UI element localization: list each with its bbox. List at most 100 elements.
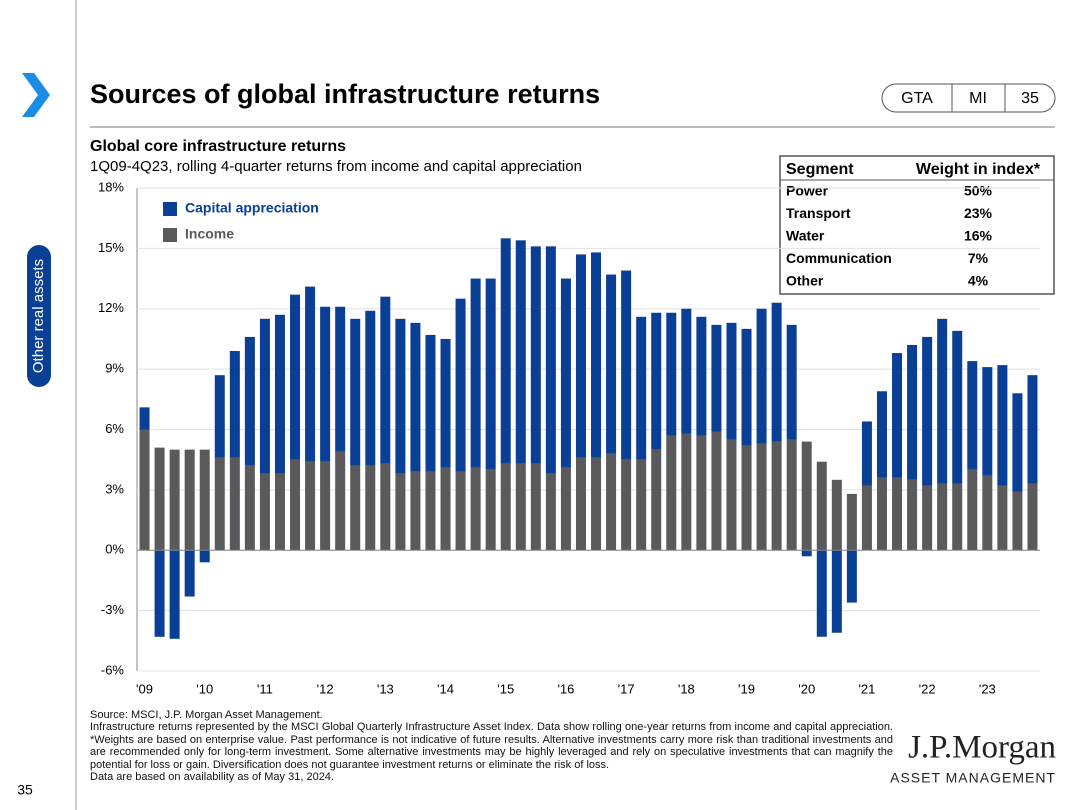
bar-segment bbox=[892, 353, 903, 478]
bar-segment bbox=[696, 316, 707, 436]
bar-segment bbox=[470, 467, 481, 551]
bar-segment bbox=[244, 336, 255, 466]
slide-title: Sources of global infrastructure returns bbox=[90, 79, 600, 109]
bar-segment bbox=[365, 310, 376, 466]
bar-segment bbox=[575, 254, 586, 458]
badge: GTA bbox=[901, 90, 933, 107]
table-cell: Other bbox=[786, 273, 824, 289]
bar-segment bbox=[606, 274, 617, 454]
logo-subtitle: ASSET MANAGEMENT bbox=[890, 770, 1056, 786]
bar-segment bbox=[350, 318, 361, 466]
bar-segment bbox=[139, 429, 150, 551]
table-cell: Communication bbox=[786, 250, 892, 266]
bar-segment bbox=[320, 461, 331, 551]
bar-segment bbox=[756, 308, 767, 444]
bar-segment bbox=[440, 467, 451, 551]
table-cell: 23% bbox=[964, 205, 993, 221]
bar-segment bbox=[801, 441, 812, 551]
table-cell: 7% bbox=[968, 250, 989, 266]
bar-segment bbox=[681, 433, 692, 551]
bar-segment bbox=[440, 338, 451, 468]
bar-segment bbox=[259, 473, 270, 551]
logo: J.P.Morgan bbox=[908, 730, 1056, 766]
bar-segment bbox=[907, 344, 918, 480]
side-tab-label: Other real assets bbox=[30, 259, 47, 373]
bar-segment bbox=[816, 550, 827, 637]
bar-segment bbox=[741, 328, 752, 446]
bar-segment bbox=[636, 459, 647, 551]
x-tick-label: '23 bbox=[979, 681, 996, 696]
bar-segment bbox=[771, 441, 782, 551]
bar-segment bbox=[214, 457, 225, 551]
bar-segment bbox=[831, 550, 842, 633]
bar-segment bbox=[560, 278, 571, 468]
bar-segment bbox=[861, 421, 872, 486]
bar-segment bbox=[606, 453, 617, 551]
x-tick-label: '19 bbox=[738, 681, 755, 696]
bar-segment bbox=[154, 447, 165, 551]
bar-segment bbox=[1012, 393, 1023, 492]
bar-segment bbox=[380, 296, 391, 464]
x-tick-label: '18 bbox=[678, 681, 695, 696]
bar-segment bbox=[305, 461, 316, 551]
bar-segment bbox=[1027, 483, 1038, 551]
bar-segment bbox=[485, 469, 496, 551]
bar-segment bbox=[816, 461, 827, 551]
bar-segment bbox=[846, 550, 857, 603]
bar-segment bbox=[892, 477, 903, 551]
y-tick-label: 6% bbox=[105, 421, 124, 436]
bar-segment bbox=[967, 361, 978, 470]
bar-segment bbox=[575, 457, 586, 551]
bar-segment bbox=[786, 324, 797, 440]
bar-segment bbox=[560, 467, 571, 551]
bar-segment bbox=[244, 465, 255, 551]
bar-segment bbox=[771, 302, 782, 442]
bar-segment bbox=[184, 550, 195, 597]
bar-segment bbox=[907, 479, 918, 551]
bar-segment bbox=[335, 306, 346, 452]
bar-segment bbox=[395, 473, 406, 551]
table-header: Segment bbox=[786, 161, 854, 178]
y-tick-label: 12% bbox=[98, 300, 124, 315]
bar-segment bbox=[500, 238, 511, 464]
x-tick-label: '14 bbox=[437, 681, 454, 696]
table-cell: Power bbox=[786, 183, 829, 199]
bar-segment bbox=[274, 314, 285, 474]
bar-segment bbox=[365, 465, 376, 551]
bar-segment bbox=[530, 246, 541, 464]
bar-segment bbox=[801, 550, 812, 557]
footnote-source: Source: MSCI, J.P. Morgan Asset Manageme… bbox=[90, 709, 323, 721]
bar-segment bbox=[290, 459, 301, 551]
x-tick-label: '20 bbox=[798, 681, 815, 696]
bar-segment bbox=[681, 308, 692, 434]
bar-segment bbox=[515, 240, 526, 464]
bar-segment bbox=[500, 463, 511, 551]
chart-subtitle: 1Q09-4Q23, rolling 4-quarter returns fro… bbox=[90, 158, 582, 175]
y-tick-label: 3% bbox=[105, 481, 124, 496]
bar-segment bbox=[425, 334, 436, 472]
bar-segment bbox=[741, 445, 752, 551]
bar-segment bbox=[184, 449, 195, 551]
bar-segment bbox=[425, 471, 436, 551]
bar-segment bbox=[621, 459, 632, 551]
bar-segment bbox=[997, 485, 1008, 551]
bar-segment bbox=[591, 252, 602, 458]
bar-segment bbox=[470, 278, 481, 468]
bar-segment bbox=[455, 298, 466, 472]
bar-segment bbox=[1012, 491, 1023, 551]
x-tick-label: '12 bbox=[317, 681, 334, 696]
bar-segment bbox=[380, 463, 391, 551]
table-cell: Transport bbox=[786, 205, 851, 221]
x-tick-label: '15 bbox=[497, 681, 514, 696]
bar-segment bbox=[169, 449, 180, 551]
bar-segment bbox=[726, 322, 737, 440]
bar-segment bbox=[982, 475, 993, 551]
bar-segment bbox=[139, 407, 150, 430]
legend-swatch bbox=[163, 228, 177, 242]
bar-segment bbox=[229, 351, 240, 458]
bar-segment bbox=[154, 550, 165, 637]
bar-segment bbox=[335, 451, 346, 551]
bar-segment bbox=[952, 483, 963, 551]
